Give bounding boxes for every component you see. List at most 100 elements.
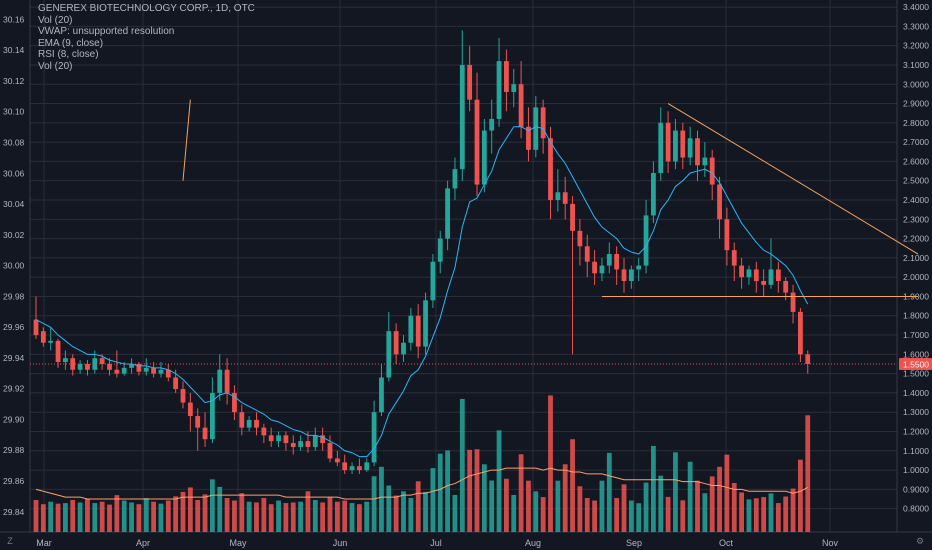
left-axis-tick-label: 29.84 <box>3 507 25 517</box>
time-axis[interactable]: Mar Apr May Jun Jul Aug Sep Oct Nov <box>36 538 838 548</box>
candle-body <box>151 367 156 374</box>
candle-body <box>783 281 789 293</box>
volume-bar <box>327 496 333 532</box>
candle-body <box>92 358 98 370</box>
settings-gear-icon[interactable]: ⚙ <box>915 536 925 546</box>
right-axis-tick-label: 3.2000 <box>903 41 929 51</box>
time-axis-label: Oct <box>719 538 734 548</box>
time-axis-label: Sep <box>626 538 642 548</box>
left-axis-tick-label: 30.12 <box>3 76 25 86</box>
right-axis-tick-label: 2.3000 <box>903 214 929 224</box>
candle-body <box>393 331 399 355</box>
trendlines[interactable] <box>182 99 919 297</box>
volume-bar <box>651 445 656 532</box>
legend-ema[interactable]: EMA (9, close) <box>38 37 104 49</box>
candle-body <box>371 412 377 463</box>
volume-bar <box>665 496 671 532</box>
volume-bar <box>643 482 649 532</box>
right-axis-tick-label: 2.5000 <box>903 176 929 186</box>
volume-bar <box>342 500 348 532</box>
right-axis-tick-label: 0.9000 <box>903 484 929 494</box>
right-axis-tick-label: 2.4000 <box>903 195 929 205</box>
candle-body <box>584 246 590 262</box>
volume-bar <box>246 501 252 532</box>
candle-body <box>555 192 561 200</box>
right-axis-tick-label: 2.2000 <box>903 234 929 244</box>
volume-bar <box>636 503 642 532</box>
left-axis-tick-label: 30.08 <box>3 137 25 147</box>
legend-vwap[interactable]: VWAP: unsupported resolution <box>38 26 175 38</box>
right-price-axis[interactable]: 3.4000 3.3000 3.2000 3.1000 3.0000 2.9000 2.80… <box>903 2 929 514</box>
volume-bar <box>401 491 406 532</box>
left-axis-tick-label: 30.06 <box>3 168 25 178</box>
candle-body <box>702 157 708 166</box>
candle-body <box>290 443 296 447</box>
candle-body <box>673 130 678 162</box>
volume-bar <box>481 464 487 532</box>
candle-body <box>695 138 700 166</box>
candle-body <box>717 184 722 220</box>
candle-body <box>99 358 105 364</box>
time-axis-label: Nov <box>822 538 839 548</box>
volume-bar <box>724 454 730 532</box>
left-price-axis[interactable]: 30.16 30.14 30.12 30.10 30.08 30.06 30.04 30.02… <box>3 14 25 516</box>
volume-bar <box>746 499 752 532</box>
right-axis-tick-label: 3.4000 <box>903 2 929 12</box>
volume-bar <box>379 466 384 532</box>
candle-body <box>474 99 480 185</box>
volume-bar <box>753 498 759 532</box>
volume-bar <box>540 497 546 532</box>
volume-bar <box>349 503 355 532</box>
candle-body <box>459 64 465 170</box>
candle-body <box>790 292 796 312</box>
timezone-icon[interactable]: Z <box>7 536 13 546</box>
candle-body <box>731 250 737 266</box>
legend-volume-2[interactable]: Vol (20) <box>38 60 73 72</box>
candle-body <box>614 254 620 270</box>
volume-bar <box>364 501 370 532</box>
candle-body <box>628 269 634 282</box>
candle-body <box>592 261 597 274</box>
volume-bar <box>775 503 781 532</box>
legend-rsi[interactable]: RSI (8, close) <box>38 49 99 61</box>
volume-bar <box>761 497 767 532</box>
candle-body <box>621 269 627 282</box>
candle-body <box>577 230 583 247</box>
volume-bar <box>334 501 340 532</box>
volume-bar <box>511 494 517 532</box>
candle-body <box>33 319 39 336</box>
candle-body <box>320 435 326 444</box>
volume-bar <box>606 452 612 532</box>
right-axis-tick-label: 3.3000 <box>903 21 929 31</box>
volume-bar <box>357 504 362 532</box>
right-axis-tick-label: 1.6000 <box>903 349 929 359</box>
volume-bar <box>290 502 296 532</box>
right-axis-tick-label: 2.8000 <box>903 118 929 128</box>
candle-body <box>180 389 186 403</box>
candle-body <box>518 84 524 127</box>
volume-bar <box>202 494 208 532</box>
ema-polyline <box>35 126 809 458</box>
volume-bar <box>798 459 803 532</box>
candle-body <box>533 107 539 150</box>
volume-bar <box>459 398 465 532</box>
legend-volume[interactable]: Vol (20) <box>38 14 73 26</box>
volume-bar <box>77 502 83 532</box>
candle-body <box>562 192 568 204</box>
candle-body <box>423 300 428 347</box>
volume-bar <box>312 499 318 532</box>
right-axis-tick-label: 1.7000 <box>903 330 929 340</box>
candle-body <box>761 281 767 285</box>
volume-bar <box>114 495 120 532</box>
left-axis-tick-label: 29.90 <box>3 414 25 424</box>
candle-body <box>305 441 311 447</box>
candle-body <box>40 331 46 343</box>
volume-bar <box>658 475 664 532</box>
legend-title[interactable]: GENEREX BIOTECHNOLOGY CORP., 1D, OTC <box>38 3 255 14</box>
candle-body <box>173 377 179 390</box>
right-axis-tick-label: 2.6000 <box>903 156 929 166</box>
last-price-badge-text: 1.5500 <box>903 359 929 369</box>
left-axis-tick-label: 30.16 <box>3 14 25 24</box>
left-axis-tick-label: 29.98 <box>3 291 25 301</box>
